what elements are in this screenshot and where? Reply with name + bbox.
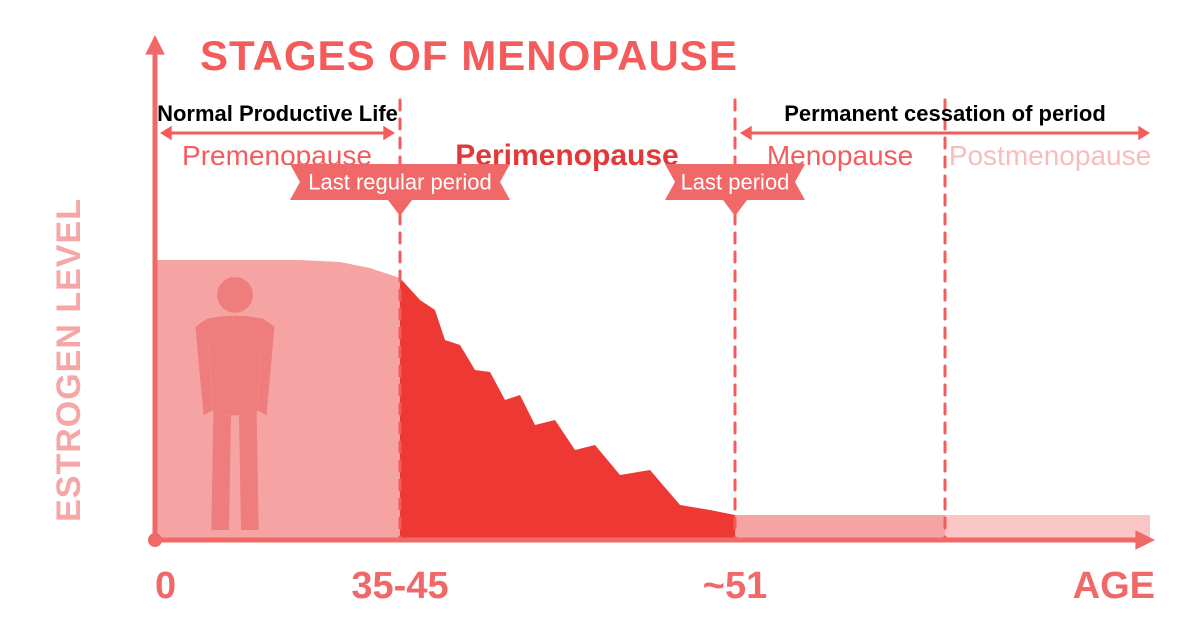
x-tick-label: 35-45 bbox=[351, 565, 448, 607]
x-tick-label: ~51 bbox=[703, 565, 767, 607]
x-tick-label: 0 bbox=[155, 565, 176, 607]
area-fills bbox=[157, 260, 1150, 540]
chart-svg: Normal Productive Life Permanent cessatio… bbox=[0, 0, 1200, 630]
range-label: Normal Productive Life bbox=[157, 101, 398, 126]
y-axis-label: ESTROGEN LEVEL bbox=[50, 198, 88, 522]
stage-label: Postmenopause bbox=[949, 140, 1151, 171]
postmenopause-fill bbox=[945, 515, 1150, 540]
callout-text: Last regular period bbox=[308, 170, 491, 195]
x-axis-label: AGE bbox=[1073, 565, 1155, 607]
x-axis-ticks: 0 35-45 ~51 bbox=[155, 565, 767, 607]
menopause-fill bbox=[735, 515, 945, 540]
callout-text: Last period bbox=[681, 170, 790, 195]
chart-title: STAGES OF MENOPAUSE bbox=[200, 32, 738, 79]
infographic-root: Normal Productive Life Permanent cessatio… bbox=[0, 0, 1200, 630]
premenopause-fill bbox=[157, 260, 400, 540]
range-label: Permanent cessation of period bbox=[784, 101, 1106, 126]
range-arrows: Normal Productive Life Permanent cessatio… bbox=[157, 101, 1150, 140]
perimenopause-fill bbox=[400, 278, 735, 540]
